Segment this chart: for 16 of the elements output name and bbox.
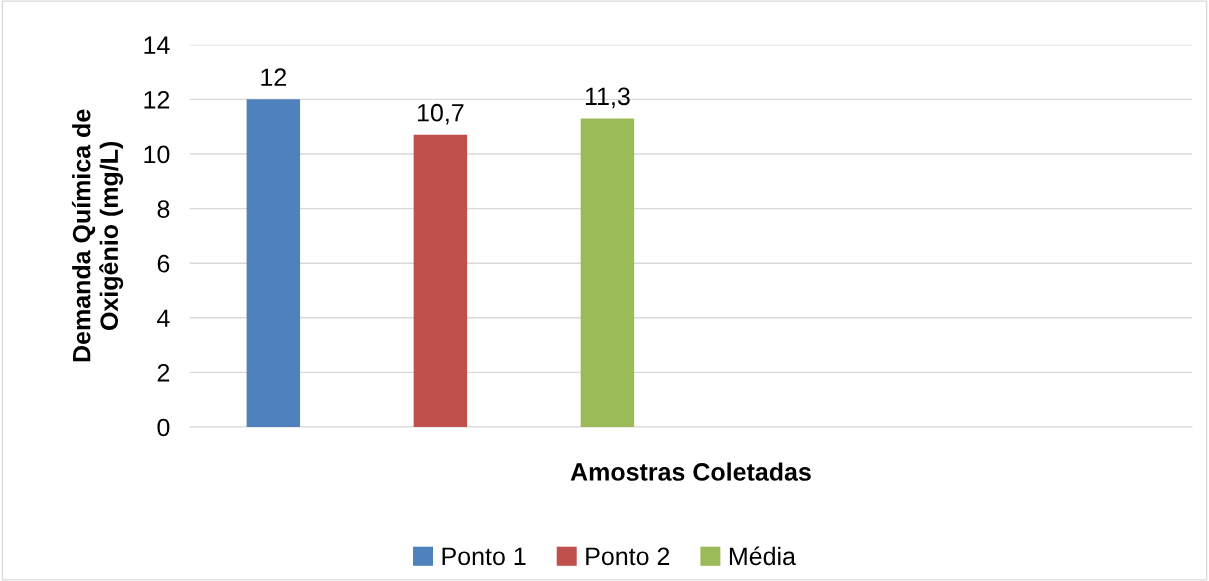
legend-label: Média	[729, 546, 796, 566]
data-label: 10,7	[417, 103, 464, 125]
y-tick-label: 2	[157, 364, 170, 382]
y-axis-title: Demanda Química de Oxigênio (mg/L)	[71, 109, 124, 362]
data-label: 12	[261, 68, 286, 86]
legend-label: Ponto 1	[442, 547, 526, 566]
y-tick-label: 14	[144, 36, 170, 54]
y-tick-label: 6	[157, 254, 170, 273]
y-tick-label: 4	[157, 309, 170, 327]
y-tick-label: 10	[144, 145, 170, 164]
data-label: 11,3	[585, 87, 630, 109]
y-tick-label: 8	[157, 200, 170, 218]
x-axis-title: Amostras Coletadas	[570, 462, 811, 481]
y-tick-label: 12	[144, 90, 170, 109]
legend-label: Ponto 2	[586, 547, 670, 566]
y-tick-label: 0	[157, 418, 170, 437]
